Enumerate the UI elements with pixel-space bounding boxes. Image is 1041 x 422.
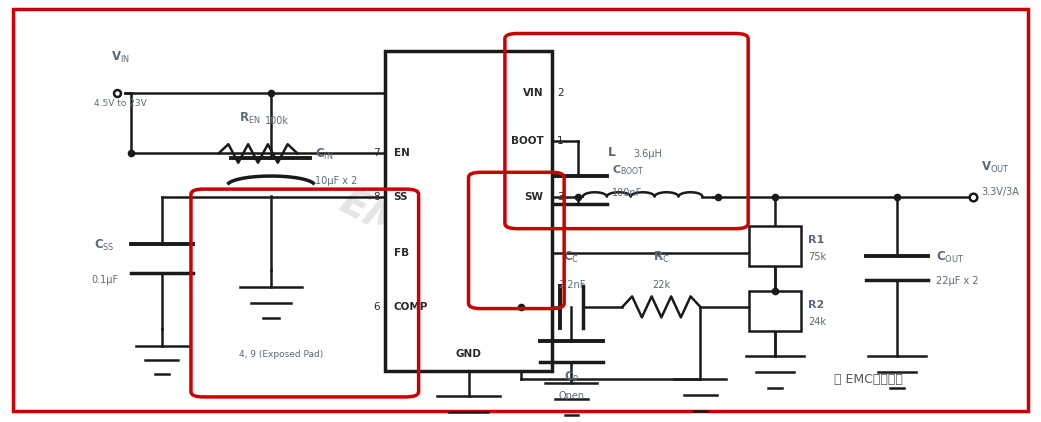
Text: R1: R1 (809, 235, 824, 245)
Text: VIN: VIN (523, 88, 543, 98)
Text: FB: FB (393, 248, 409, 257)
Text: 2: 2 (557, 88, 563, 98)
Text: 1: 1 (557, 136, 563, 146)
Text: BOOT: BOOT (511, 136, 543, 146)
Text: 24k: 24k (809, 317, 827, 327)
Text: L: L (608, 146, 615, 159)
Text: COMP: COMP (393, 302, 428, 312)
Text: 0.1μF: 0.1μF (92, 275, 119, 284)
Text: Open: Open (558, 391, 584, 401)
Text: C$_{\rm IN}$: C$_{\rm IN}$ (314, 146, 333, 162)
Text: 4.5V to 23V: 4.5V to 23V (94, 99, 147, 108)
Text: C$_{\rm SS}$: C$_{\rm SS}$ (95, 238, 115, 254)
Text: 3: 3 (557, 192, 563, 202)
Text: 4, 9 (Exposed Pad): 4, 9 (Exposed Pad) (239, 349, 324, 359)
Text: 6: 6 (374, 302, 380, 312)
Text: EN: EN (393, 149, 409, 158)
Text: C$_{\rm P}$: C$_{\rm P}$ (564, 370, 579, 385)
Text: EMCMAX: EMCMAX (333, 183, 520, 306)
Text: V$_{\rm OUT}$: V$_{\rm OUT}$ (981, 160, 1010, 175)
Text: 7: 7 (374, 149, 380, 158)
Text: C$_{\rm BOOT}$: C$_{\rm BOOT}$ (612, 163, 644, 177)
Bar (750, 226, 802, 266)
Text: C$_{\rm OUT}$: C$_{\rm OUT}$ (936, 250, 964, 265)
Text: 100nF: 100nF (612, 188, 642, 198)
Text: SW: SW (525, 192, 543, 202)
Text: 8: 8 (374, 192, 380, 202)
Bar (750, 291, 802, 331)
Text: 2.2nF: 2.2nF (558, 280, 585, 290)
Text: 10μF x 2: 10μF x 2 (314, 176, 357, 186)
Text: R$_{\rm EN}$: R$_{\rm EN}$ (238, 111, 260, 126)
Text: 🔊 EMC容冠电磁: 🔊 EMC容冠电磁 (834, 373, 904, 386)
Bar (385, 51, 552, 371)
Text: 3.6μH: 3.6μH (633, 149, 662, 159)
Text: SS: SS (393, 192, 408, 202)
Text: C$_{\rm C}$: C$_{\rm C}$ (563, 250, 580, 265)
Text: 22k: 22k (653, 280, 670, 290)
Text: 22μF x 2: 22μF x 2 (936, 276, 979, 286)
Text: 100k: 100k (264, 116, 288, 126)
Text: R$_{\rm C}$: R$_{\rm C}$ (653, 250, 669, 265)
Text: R2: R2 (809, 300, 824, 310)
Text: 3.3V/3A: 3.3V/3A (981, 187, 1019, 197)
Text: V$_{\rm IN}$: V$_{\rm IN}$ (110, 50, 130, 65)
Text: GND: GND (456, 349, 481, 359)
Text: 75k: 75k (809, 252, 827, 262)
